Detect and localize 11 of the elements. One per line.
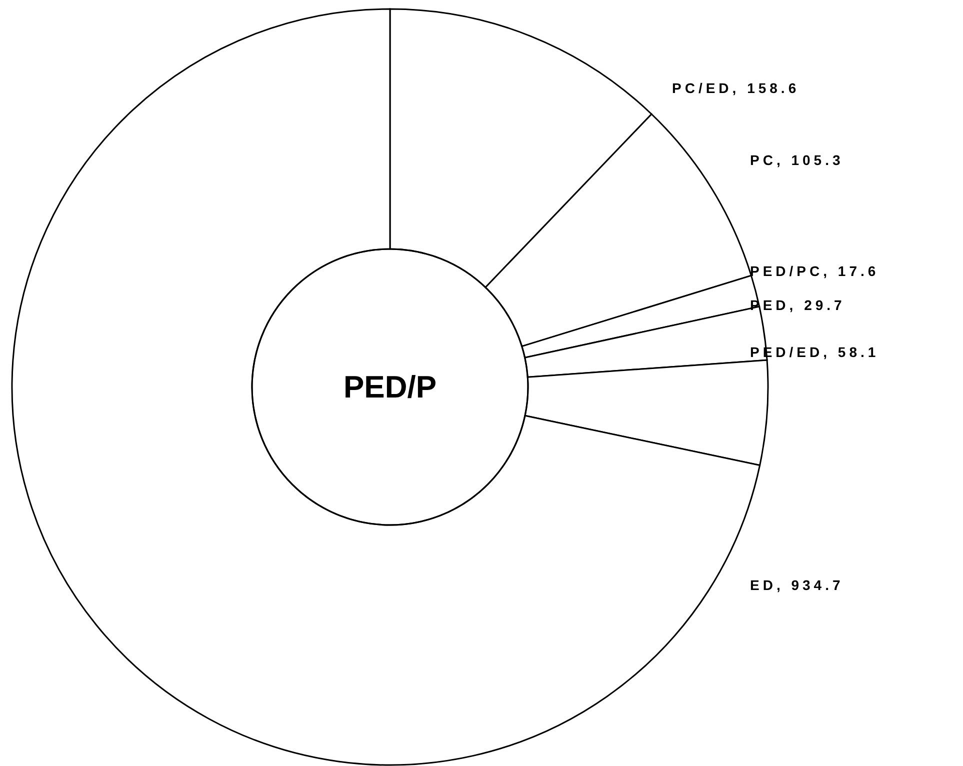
data-label: , 158.6 <box>732 80 800 96</box>
text: PED/P <box>343 370 437 404</box>
data-label: , 934.7 <box>776 577 844 593</box>
data-label: , 105.3 <box>776 152 844 168</box>
data-label: , 29.7 <box>789 297 846 313</box>
slice-label: PED/PC <box>750 263 824 279</box>
slice-label: PC <box>750 152 776 168</box>
data-label: , 17.6 <box>823 263 880 279</box>
slice-label: PC/ED <box>672 80 732 96</box>
slice-label: ED <box>750 577 776 593</box>
data-label: , 58.1 <box>823 344 880 360</box>
